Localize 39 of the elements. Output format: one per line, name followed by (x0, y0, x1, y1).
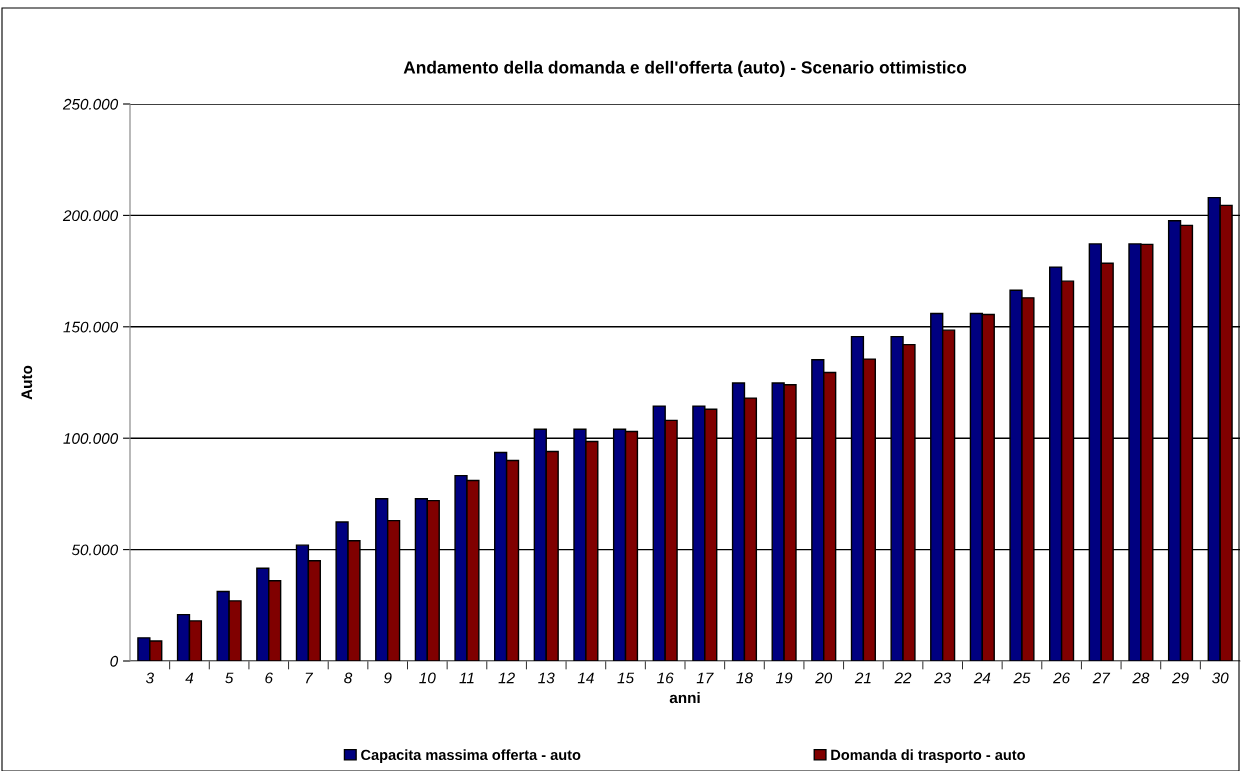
x-tick-label: 27 (1092, 672, 1111, 684)
x-tick-label: 5 (225, 672, 234, 684)
x-tick-label: 9 (383, 672, 392, 684)
x-tick-label: 12 (498, 672, 515, 684)
x-tick-label: 3 (145, 672, 154, 684)
x-tick-label: 15 (617, 672, 635, 684)
x-tick-label: 21 (854, 672, 871, 684)
x-tick-label: 29 (1171, 672, 1189, 684)
x-tick-label: 19 (776, 672, 793, 684)
x-tick-label: 25 (1013, 672, 1031, 684)
x-tick-label: 24 (973, 672, 991, 684)
x-tick-label: 13 (538, 672, 555, 684)
x-axis-title: anni (669, 691, 700, 704)
y-tick-label: 100.000 (63, 433, 119, 444)
x-tick-label: 23 (934, 672, 952, 684)
x-tick-label: 8 (344, 672, 353, 684)
x-tick-label: 7 (305, 672, 314, 684)
x-tick-label: 22 (894, 672, 912, 684)
legend-label: Domanda di trasporto - auto (831, 749, 1025, 763)
y-tick-label: 150.000 (63, 321, 119, 333)
x-tick-label: 30 (1212, 672, 1229, 684)
x-tick-label: 28 (1132, 672, 1150, 684)
x-tick-label: 10 (419, 672, 436, 684)
x-tick-label: 17 (696, 672, 714, 684)
y-tick-label: 200.000 (62, 210, 119, 222)
x-tick-label: 20 (815, 672, 833, 684)
x-tick-label: 18 (736, 672, 753, 684)
y-axis-title: Auto (21, 365, 33, 400)
y-tick-label: 250.000 (62, 98, 119, 110)
chart-title: Andamento della domanda e dell'offerta (auto) - Scenario ottimistico (403, 60, 967, 78)
x-tick-label: 14 (577, 672, 594, 684)
y-tick-label: 50.000 (71, 544, 119, 556)
x-tick-label: 16 (657, 672, 674, 684)
x-tick-label: 4 (185, 672, 194, 684)
x-tick-label: 26 (1053, 672, 1071, 684)
legend-label: Capacita massima offerta - auto (361, 749, 581, 763)
y-tick-label: 0 (110, 655, 119, 667)
x-tick-label: 11 (459, 672, 474, 684)
x-tick-label: 6 (265, 672, 273, 684)
